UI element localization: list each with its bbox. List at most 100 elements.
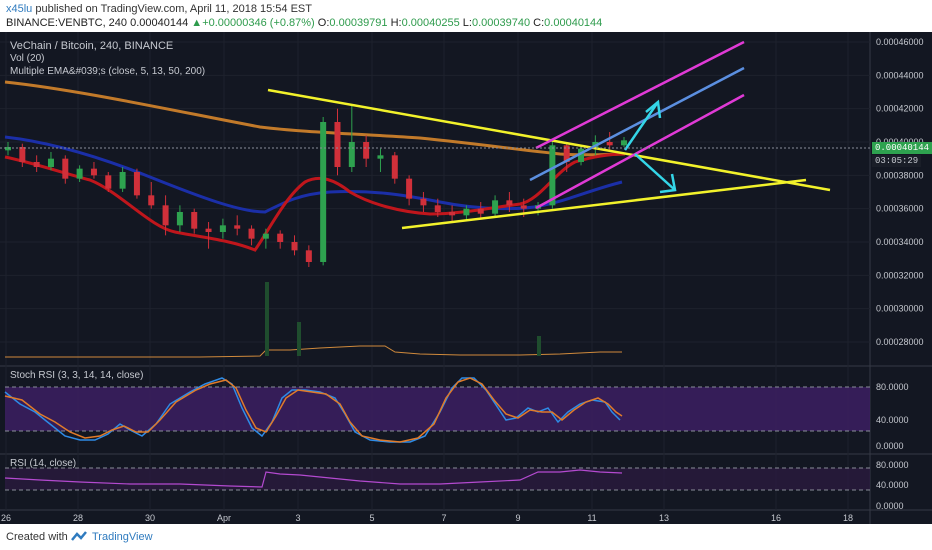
price-tick-label: 0.00030000	[876, 304, 924, 314]
candle-body	[277, 233, 284, 242]
candle-body	[621, 140, 627, 146]
candle-body	[219, 225, 226, 232]
channel-lower-line[interactable]	[535, 93, 745, 210]
candle-body	[420, 198, 427, 206]
rsi-band	[5, 468, 870, 490]
trendline-support[interactable]	[401, 178, 807, 230]
candle-body	[191, 212, 198, 229]
candle-body	[162, 205, 169, 226]
time-tick-label: Apr	[217, 513, 231, 523]
rsi-legend[interactable]: RSI (14, close)	[10, 458, 77, 469]
candle-body	[62, 158, 69, 179]
candle-body	[377, 155, 384, 159]
volume-bar	[297, 322, 301, 356]
high-value: 0.00040255	[401, 17, 460, 29]
publish-info: published on TradingView.com, April 11, …	[35, 3, 312, 15]
candle-body	[492, 200, 499, 214]
candle-body	[76, 168, 83, 179]
candle-body	[578, 148, 585, 162]
price-tick-label: 0.00034000	[876, 237, 924, 247]
candle-body	[176, 212, 183, 226]
low-value: 0.00039740	[471, 17, 531, 29]
channel-upper-line[interactable]	[535, 40, 745, 150]
candle-body	[234, 225, 241, 229]
price-tick-label: 0.00028000	[876, 337, 924, 347]
time-tick-label: 28	[73, 513, 83, 523]
candle-body	[248, 228, 255, 239]
candle-body	[133, 172, 140, 196]
rsi-tick-label: 40.0000	[876, 480, 909, 490]
price-tick-label: 0.00044000	[876, 70, 924, 80]
rsi-tick-label: 0.0000	[876, 501, 904, 511]
volume-bar	[537, 336, 541, 356]
candle-body	[334, 122, 341, 167]
author-link[interactable]: x45lu	[6, 3, 33, 15]
time-tick-label: 26	[1, 513, 11, 523]
price-tick-label: 0.00038000	[876, 170, 924, 180]
price-tick-label: 0.00036000	[876, 204, 924, 214]
last-price: 0.00040144	[130, 17, 189, 29]
price-tick-label: 0.00046000	[876, 37, 924, 47]
chart-area[interactable]: 0.000460000.000440000.000420000.00040000…	[0, 32, 932, 524]
ema-13-line	[4, 152, 626, 252]
time-tick-label: 7	[441, 513, 446, 523]
stoch-d-line	[4, 377, 623, 443]
bullish-arrow[interactable]	[623, 101, 660, 151]
stoch-tick-label: 40.0000	[876, 415, 909, 425]
stoch-axis-ticks: 80.0000 40.0000 0.0000	[876, 382, 909, 451]
tradingview-logo-icon	[71, 531, 87, 541]
time-tick-label: 3	[295, 513, 300, 523]
bar-countdown: 03:05:29	[872, 155, 922, 167]
volume-legend[interactable]: Vol (20)	[10, 53, 45, 64]
candle-body	[463, 208, 470, 216]
candle-body	[33, 162, 40, 167]
candle-body	[291, 242, 298, 251]
stoch-legend[interactable]: Stoch RSI (3, 3, 14, 14, close)	[10, 370, 144, 381]
candle-body	[563, 145, 570, 162]
symbol-ohlc-line: BINANCE:VENBTC, 240 0.00040144 ▲+0.00000…	[6, 17, 602, 29]
candle-body	[320, 122, 327, 262]
price-axis-ticks: 0.000460000.000440000.000420000.00040000…	[876, 37, 924, 347]
bearish-arrow[interactable]	[634, 153, 676, 191]
bearish-arrowhead-icon	[659, 173, 677, 194]
time-tick-label: 16	[771, 513, 781, 523]
ema-legend[interactable]: Multiple EMA&#039;s (close, 5, 13, 50, 2…	[10, 66, 206, 77]
last-price-tag: 0.00040144	[872, 142, 932, 154]
time-tick-label: 5	[369, 513, 374, 523]
candle-body	[391, 155, 398, 179]
time-tick-label: 13	[659, 513, 669, 523]
change-arrow-icon: ▲	[191, 17, 203, 29]
channel-median-line[interactable]	[529, 66, 745, 182]
publish-header: x45lu published on TradingView.com, Apri…	[0, 0, 932, 32]
time-tick-label: 18	[843, 513, 853, 523]
candle-body	[47, 158, 54, 167]
main-pane-title[interactable]: VeChain / Bitcoin, 240, BINANCE	[10, 40, 174, 52]
candle-body	[363, 142, 370, 159]
candle-body	[90, 168, 97, 176]
candle-body	[119, 172, 126, 189]
stoch-band	[5, 387, 870, 431]
ema-200-line	[4, 80, 626, 157]
footer: Created with TradingView	[0, 524, 932, 550]
time-tick-label: 11	[587, 513, 596, 523]
candle-body	[148, 195, 155, 206]
candle-body	[520, 205, 527, 209]
tradingview-brand-link[interactable]: TradingView	[92, 531, 153, 543]
candle-body	[5, 147, 11, 151]
price-tick-label: 0.00032000	[876, 270, 924, 280]
rsi-axis-ticks: 80.0000 40.0000 0.0000	[876, 460, 909, 511]
change-value: +0.00000346 (+0.87%)	[202, 17, 315, 29]
candle-body	[348, 142, 355, 167]
symbol-label: BINANCE:VENBTC, 240	[6, 17, 128, 29]
chart-canvas[interactable]: 0.000460000.000440000.000420000.00040000…	[0, 32, 932, 524]
candle-body	[19, 147, 26, 162]
time-tick-label: 30	[145, 513, 155, 523]
price-tick-label: 0.00042000	[876, 104, 924, 114]
candle-body	[606, 142, 613, 146]
stoch-tick-label: 0.0000	[876, 441, 904, 451]
volume-bar	[265, 282, 269, 356]
rsi-line	[4, 469, 623, 488]
created-with-label: Created with	[6, 531, 68, 543]
grid-lines	[0, 32, 870, 510]
candle-body	[434, 205, 441, 212]
